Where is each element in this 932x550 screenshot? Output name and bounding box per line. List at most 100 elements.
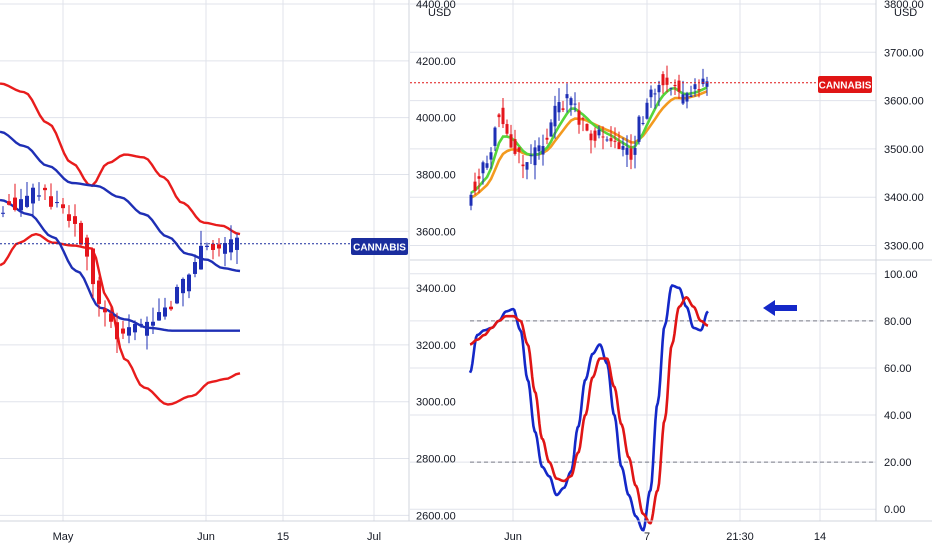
arrow-icon: [763, 300, 797, 316]
right-candle-body: [525, 162, 529, 170]
left-candle-body: [145, 321, 149, 336]
right-candle-body: [557, 102, 561, 113]
left-candle-body: [43, 187, 47, 191]
right-symbol-tag-label: CANNABIS: [819, 81, 872, 92]
right-candle-body: [521, 164, 525, 167]
right-candle-body: [649, 89, 653, 98]
left-candle-body: [91, 248, 95, 285]
right-candle-body: [517, 147, 521, 152]
left-price-unit: USD: [428, 7, 451, 19]
right-candle-body: [481, 162, 485, 174]
left-band-upper: [0, 82, 241, 236]
left-candle-body: [139, 323, 143, 325]
left-candle-body: [31, 187, 35, 204]
stoch-tick: 40.00: [884, 410, 912, 422]
left-band-lower: [0, 232, 241, 406]
right-symbol-tag[interactable]: CANNABIS: [818, 76, 872, 93]
left-price-tick: 3800.00: [416, 169, 456, 181]
left-price-tick: 4000.00: [416, 113, 456, 125]
left-band-middle: [0, 130, 241, 273]
right-candle-body: [561, 108, 565, 110]
right-candle-body: [665, 77, 669, 85]
left-candle-body: [73, 216, 77, 224]
right-time-tick: 7: [644, 531, 650, 543]
left-sma: [0, 198, 240, 332]
stoch-tick: 60.00: [884, 363, 912, 375]
right-candle-body: [541, 146, 545, 155]
left-candle-body: [85, 237, 89, 257]
left-candle-body: [151, 321, 155, 326]
right-candle-body: [605, 139, 609, 141]
right-price-tick: 3800.00: [884, 0, 924, 11]
right-candle-body: [537, 145, 541, 152]
right-price-tick: 3300.00: [884, 241, 924, 253]
left-candle-body: [175, 286, 179, 304]
right-price-tick: 3500.00: [884, 144, 924, 156]
left-price-axis: USD 4400.00 4200.00 4000.00 3800.00 3600.00 3…: [416, 0, 456, 522]
right-candle-body: [509, 134, 513, 148]
right-candle-body: [501, 107, 505, 125]
left-time-tick: May: [53, 531, 74, 543]
left-candle-body: [109, 313, 113, 322]
right-candle-body: [685, 93, 689, 102]
right-candle-body: [573, 103, 577, 105]
right-candle-body: [613, 140, 617, 142]
left-candle-body: [217, 244, 221, 249]
left-candle-body: [157, 312, 161, 321]
left-price-tick: 2800.00: [416, 454, 456, 466]
left-symbol-tag[interactable]: CANNABIS: [351, 238, 408, 255]
right-candle-body: [617, 142, 621, 150]
right-time-tick: 21:30: [726, 531, 754, 543]
right-candle-body: [565, 94, 569, 99]
left-candle-body: [223, 243, 227, 254]
right-candle-body: [689, 95, 693, 97]
right-candle-body: [473, 181, 477, 191]
right-candle-body: [677, 80, 681, 92]
right-candle-body: [633, 147, 637, 155]
left-candle-body: [133, 323, 137, 333]
stoch-tick: 0.00: [884, 504, 905, 516]
right-candle-body: [577, 110, 581, 125]
left-candle-body: [1, 212, 5, 214]
stoch-line-d: [469, 296, 709, 525]
right-candle-body: [581, 118, 585, 120]
right-candle-body: [629, 148, 633, 160]
right-ema-slow: [470, 90, 708, 199]
left-candle-body: [193, 262, 197, 274]
right-candle-body: [545, 137, 549, 140]
right-candle-body: [661, 74, 665, 86]
left-candle-body: [163, 307, 167, 317]
left-candle-body: [55, 202, 59, 204]
right-candle-body: [477, 176, 481, 179]
right-candle-body: [469, 194, 473, 206]
right-candle-body: [693, 84, 697, 90]
right-price-unit: USD: [894, 7, 917, 19]
right-candle-body: [513, 139, 517, 154]
stochastic-axis: 100.00 80.00 60.00 40.00 20.00 0.00: [884, 269, 918, 516]
stoch-tick: 80.00: [884, 316, 912, 328]
right-candle-body: [681, 94, 685, 104]
left-time-tick: Jun: [197, 531, 215, 543]
left-candle-body: [211, 243, 215, 250]
left-price-tick: 3600.00: [416, 226, 456, 238]
left-candle-body: [127, 327, 131, 336]
left-price-tick: 4200.00: [416, 56, 456, 68]
left-candle-body: [199, 245, 203, 270]
right-price-tick: 3600.00: [884, 96, 924, 108]
left-candle-body: [61, 204, 65, 209]
left-candle-body: [121, 328, 125, 334]
right-ema-fast: [470, 86, 708, 194]
right-candle-body: [505, 124, 509, 134]
right-time-axis: Jun 7 21:30 14: [504, 531, 826, 543]
right-candle-body: [673, 84, 677, 87]
left-candle-body: [169, 306, 173, 310]
left-candle-body: [79, 222, 83, 245]
left-candle-body: [115, 322, 119, 340]
right-candle-body: [593, 130, 597, 141]
left-time-tick: Jul: [367, 531, 381, 543]
right-candle-body: [609, 138, 613, 142]
stochastic-lines: [468, 284, 709, 532]
left-candle-body: [37, 195, 41, 197]
right-candle-body: [497, 114, 501, 118]
